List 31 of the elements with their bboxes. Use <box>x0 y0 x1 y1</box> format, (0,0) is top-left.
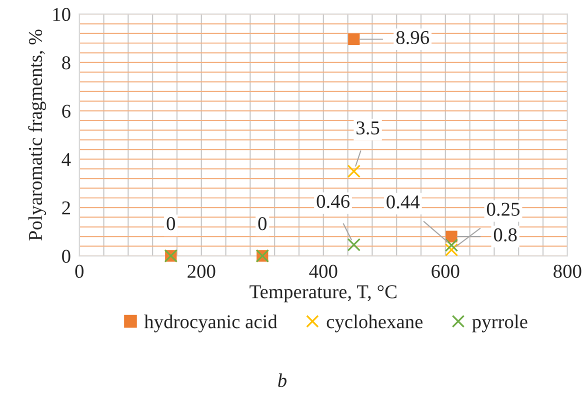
text: b <box>278 373 287 388</box>
point <box>444 243 458 257</box>
data-label: 0.46 <box>316 194 350 208</box>
point <box>347 164 361 178</box>
y-tick-label: 0 <box>62 250 70 263</box>
point <box>348 33 360 46</box>
y-tick-label: 8 <box>62 56 70 70</box>
x-tick-label: 0 <box>75 264 84 278</box>
legend-label: hydrocyanic acid <box>144 314 278 332</box>
legend-label: pyrrole <box>472 314 528 332</box>
x-tick-label: 600 <box>432 264 460 278</box>
data-label: 3.5 <box>356 121 380 135</box>
data-label: 0 <box>258 217 267 230</box>
legend-label: cyclohexane <box>326 314 423 332</box>
point <box>347 238 361 252</box>
x-tick-label: 800 <box>554 264 582 278</box>
data-label: 0.8 <box>494 228 517 242</box>
y-tick-label: 6 <box>62 104 70 118</box>
data-label: 0.25 <box>486 202 520 216</box>
x-tick-label: 400 <box>309 264 338 278</box>
point <box>446 230 458 242</box>
y-tick-label: 2 <box>62 201 70 214</box>
y-tick-label: 10 <box>53 8 70 22</box>
data-label: 8.96 <box>396 30 430 44</box>
data-label: 0 <box>166 217 176 230</box>
x-tick-label: 200 <box>188 264 216 278</box>
data-label: 0.44 <box>386 195 420 209</box>
point <box>444 238 458 252</box>
y-tick-label: 4 <box>62 153 71 166</box>
y-axis-title: Polyaromatic fragments, % <box>28 30 46 241</box>
x-axis-title: Temperature, T, °C <box>250 285 396 302</box>
